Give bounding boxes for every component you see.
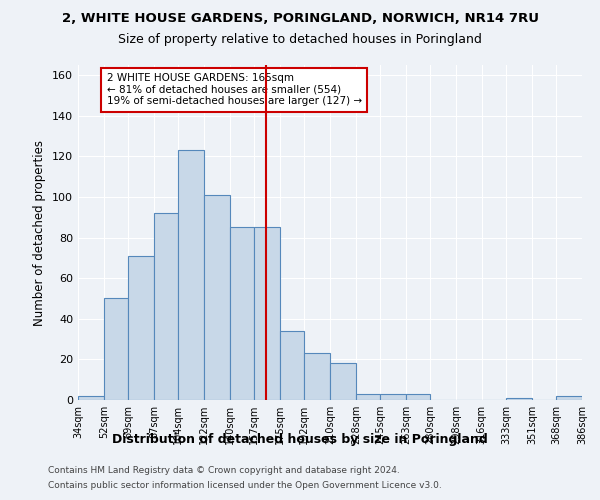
Text: Size of property relative to detached houses in Poringland: Size of property relative to detached ho… — [118, 32, 482, 46]
Text: 2 WHITE HOUSE GARDENS: 165sqm
← 81% of detached houses are smaller (554)
19% of : 2 WHITE HOUSE GARDENS: 165sqm ← 81% of d… — [107, 73, 362, 106]
Bar — [104, 298, 128, 400]
Text: 2, WHITE HOUSE GARDENS, PORINGLAND, NORWICH, NR14 7RU: 2, WHITE HOUSE GARDENS, PORINGLAND, NORW… — [62, 12, 539, 26]
Bar — [128, 256, 154, 400]
Bar — [506, 398, 532, 400]
Bar — [304, 354, 330, 400]
Bar — [178, 150, 204, 400]
Bar — [330, 364, 356, 400]
Text: Contains HM Land Registry data © Crown copyright and database right 2024.: Contains HM Land Registry data © Crown c… — [48, 466, 400, 475]
Text: Distribution of detached houses by size in Poringland: Distribution of detached houses by size … — [112, 432, 488, 446]
Bar — [556, 396, 582, 400]
Bar — [406, 394, 430, 400]
Bar — [254, 228, 280, 400]
Bar — [356, 394, 380, 400]
Bar — [380, 394, 406, 400]
Bar — [204, 195, 230, 400]
Y-axis label: Number of detached properties: Number of detached properties — [34, 140, 46, 326]
Bar — [78, 396, 104, 400]
Bar — [230, 228, 254, 400]
Bar — [280, 331, 304, 400]
Text: Contains public sector information licensed under the Open Government Licence v3: Contains public sector information licen… — [48, 481, 442, 490]
Bar — [154, 213, 178, 400]
